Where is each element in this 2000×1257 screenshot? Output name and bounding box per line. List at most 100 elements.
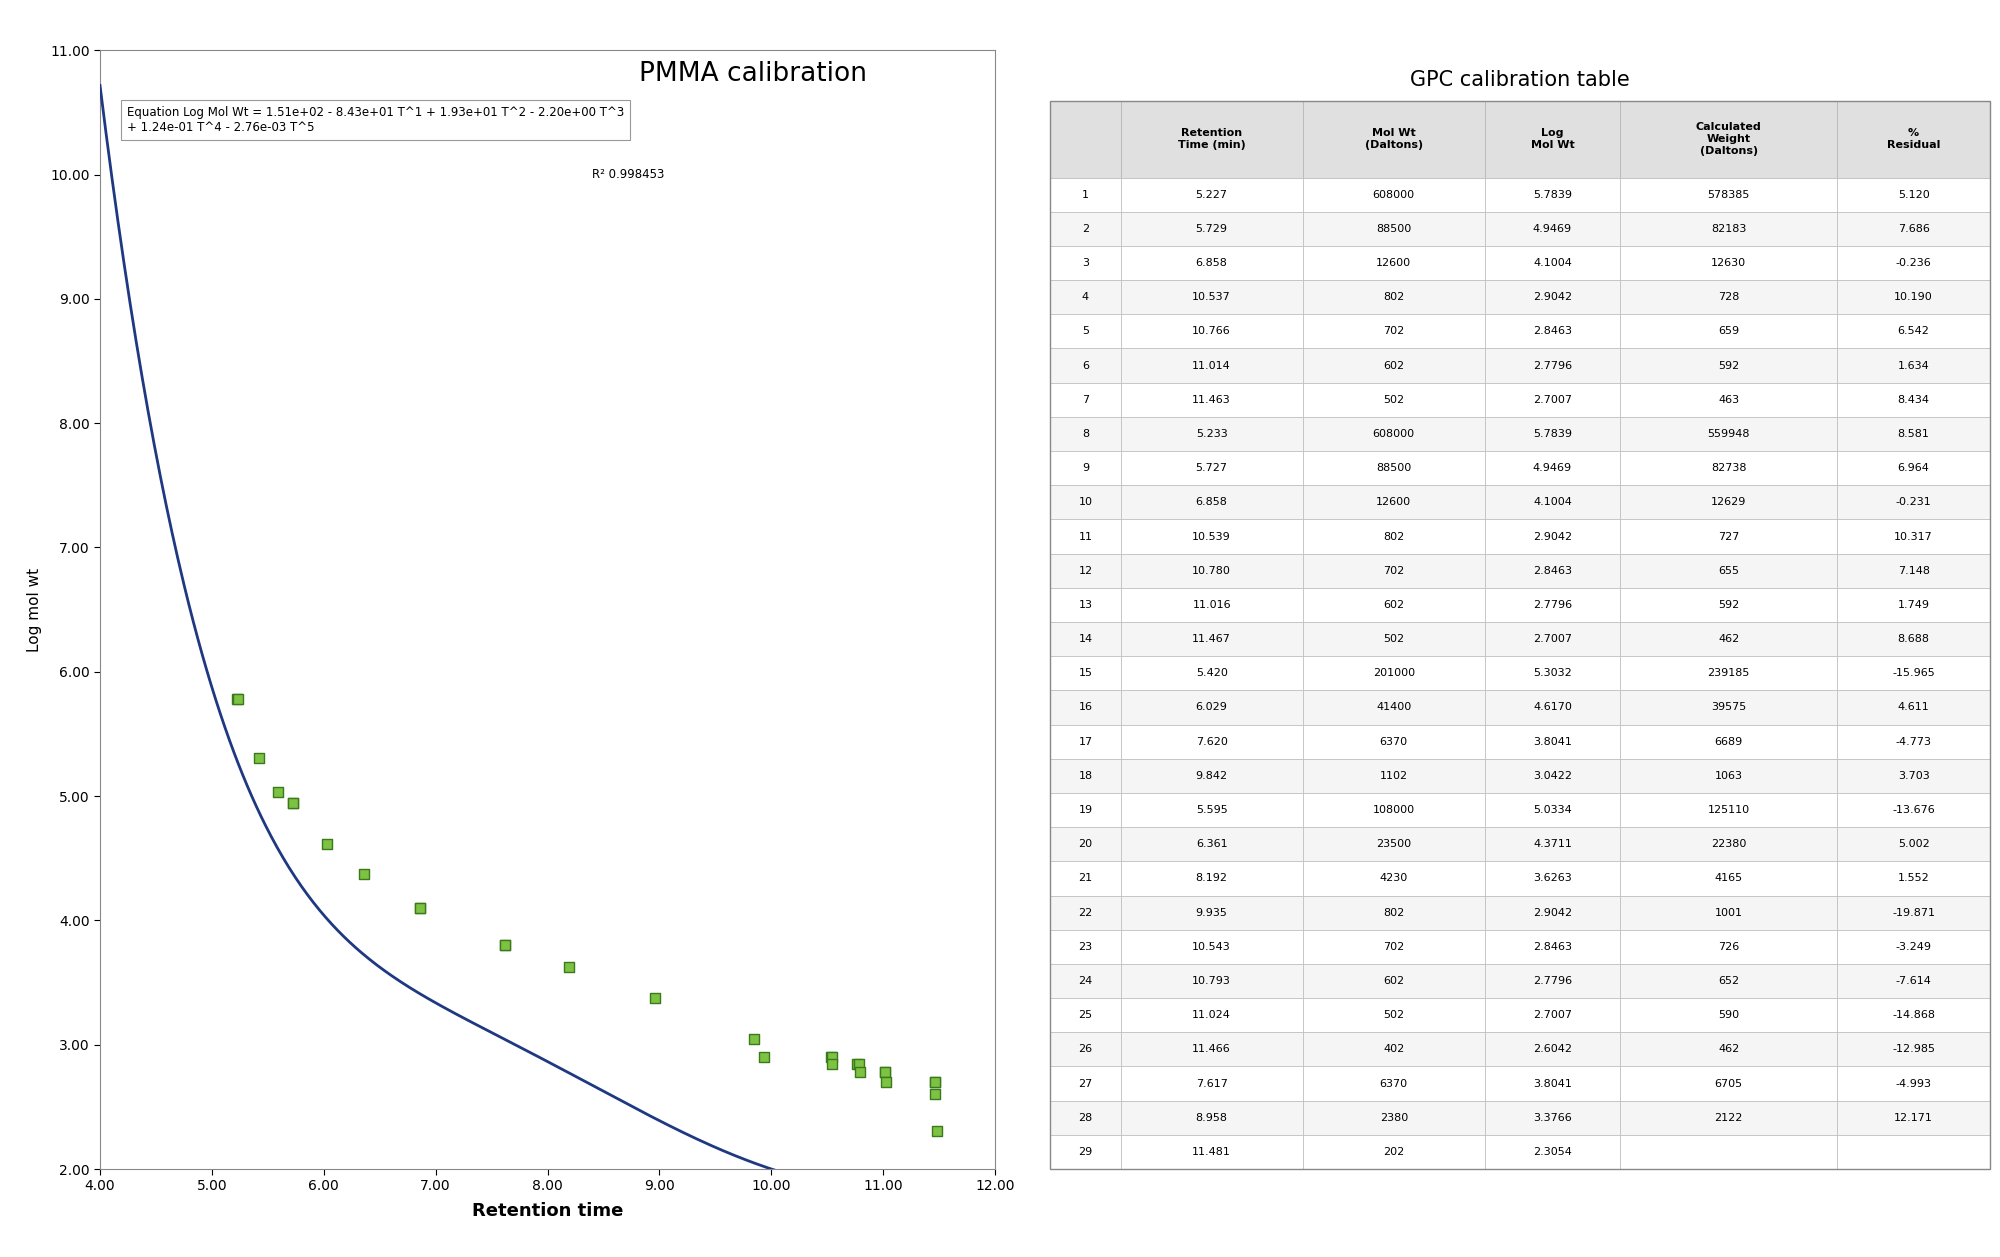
Bar <box>1838 382 1990 417</box>
Text: 3.6263: 3.6263 <box>1534 874 1572 884</box>
Text: 6.964: 6.964 <box>1898 463 1930 473</box>
Bar <box>1838 759 1990 793</box>
Text: 20: 20 <box>1078 840 1092 850</box>
Text: 6370: 6370 <box>1380 737 1408 747</box>
Text: 11.467: 11.467 <box>1192 634 1232 644</box>
Text: 592: 592 <box>1718 600 1740 610</box>
Bar <box>1620 101 1838 177</box>
Text: 2.7007: 2.7007 <box>1532 395 1572 405</box>
Text: 11.014: 11.014 <box>1192 361 1232 371</box>
Text: 11.016: 11.016 <box>1192 600 1230 610</box>
Text: 25: 25 <box>1078 1011 1092 1021</box>
Y-axis label: Log mol wt: Log mol wt <box>26 568 42 651</box>
Bar <box>1120 348 1302 382</box>
Text: 502: 502 <box>1384 395 1404 405</box>
Text: 6.029: 6.029 <box>1196 703 1228 713</box>
Bar <box>1620 417 1838 451</box>
Bar <box>1838 101 1990 177</box>
Bar <box>1620 348 1838 382</box>
Bar <box>1302 382 1484 417</box>
Bar <box>1302 827 1484 861</box>
Text: 726: 726 <box>1718 941 1740 952</box>
Bar <box>1620 1135 1838 1169</box>
Text: 8.581: 8.581 <box>1898 429 1930 439</box>
Bar <box>1484 314 1620 348</box>
Text: 8.434: 8.434 <box>1898 395 1930 405</box>
Text: -0.236: -0.236 <box>1896 258 1932 268</box>
Bar <box>1050 588 1120 622</box>
Point <box>868 1062 900 1082</box>
Bar <box>1302 211 1484 246</box>
Bar <box>1838 998 1990 1032</box>
Text: 27: 27 <box>1078 1079 1092 1089</box>
Bar <box>1120 177 1302 211</box>
Text: 5.727: 5.727 <box>1196 463 1228 473</box>
Bar <box>1620 519 1838 553</box>
Text: GPC calibration table: GPC calibration table <box>1410 70 1630 91</box>
Text: Retention
Time (min): Retention Time (min) <box>1178 128 1246 150</box>
Text: 402: 402 <box>1384 1045 1404 1055</box>
Bar <box>1302 451 1484 485</box>
Point <box>920 1084 952 1104</box>
Text: 2.7796: 2.7796 <box>1532 975 1572 985</box>
Text: 10.539: 10.539 <box>1192 532 1232 542</box>
Bar <box>1838 314 1990 348</box>
Point <box>222 689 254 709</box>
Bar <box>1120 382 1302 417</box>
Text: 462: 462 <box>1718 634 1740 644</box>
Text: 559948: 559948 <box>1708 429 1750 439</box>
Bar <box>1050 998 1120 1032</box>
Text: 2.8463: 2.8463 <box>1532 941 1572 952</box>
Bar <box>1050 1135 1120 1169</box>
Text: 5.233: 5.233 <box>1196 429 1228 439</box>
Bar <box>1120 690 1302 724</box>
Bar <box>1620 246 1838 280</box>
Text: 41400: 41400 <box>1376 703 1412 713</box>
Text: Mol Wt
(Daltons): Mol Wt (Daltons) <box>1364 128 1422 150</box>
Bar <box>1050 519 1120 553</box>
Bar <box>1050 724 1120 759</box>
Text: 5.7839: 5.7839 <box>1532 429 1572 439</box>
Text: 3.3766: 3.3766 <box>1534 1112 1572 1123</box>
Bar <box>1302 930 1484 964</box>
Text: 239185: 239185 <box>1708 669 1750 679</box>
Bar <box>1484 656 1620 690</box>
Bar <box>1484 485 1620 519</box>
Bar <box>1484 827 1620 861</box>
Bar <box>1050 793 1120 827</box>
Point <box>278 793 310 813</box>
Text: 4165: 4165 <box>1714 874 1742 884</box>
Text: 5.3032: 5.3032 <box>1534 669 1572 679</box>
Text: 8.958: 8.958 <box>1196 1112 1228 1123</box>
Bar <box>1120 485 1302 519</box>
Point <box>748 1047 780 1067</box>
Text: 5.227: 5.227 <box>1196 190 1228 200</box>
Bar <box>1484 382 1620 417</box>
Bar <box>1484 280 1620 314</box>
Text: 462: 462 <box>1718 1045 1740 1055</box>
Text: 88500: 88500 <box>1376 463 1412 473</box>
Text: 5.420: 5.420 <box>1196 669 1228 679</box>
Text: 11.024: 11.024 <box>1192 1011 1232 1021</box>
Bar <box>1484 588 1620 622</box>
Text: 6.542: 6.542 <box>1898 327 1930 337</box>
Text: 82738: 82738 <box>1710 463 1746 473</box>
Bar <box>1120 246 1302 280</box>
Text: 12: 12 <box>1078 566 1092 576</box>
Text: 201000: 201000 <box>1372 669 1414 679</box>
Bar <box>1620 895 1838 930</box>
Text: 29: 29 <box>1078 1146 1092 1156</box>
Point <box>842 1053 874 1073</box>
Text: 8: 8 <box>1082 429 1088 439</box>
Point <box>554 957 586 977</box>
Text: 202: 202 <box>1384 1146 1404 1156</box>
Text: 1001: 1001 <box>1714 908 1742 918</box>
Bar <box>1302 246 1484 280</box>
Text: 11: 11 <box>1078 532 1092 542</box>
Bar <box>1838 690 1990 724</box>
Bar <box>1838 246 1990 280</box>
Text: 6.858: 6.858 <box>1196 498 1228 508</box>
Bar <box>1838 1101 1990 1135</box>
Point <box>222 689 254 709</box>
Bar <box>1484 101 1620 177</box>
